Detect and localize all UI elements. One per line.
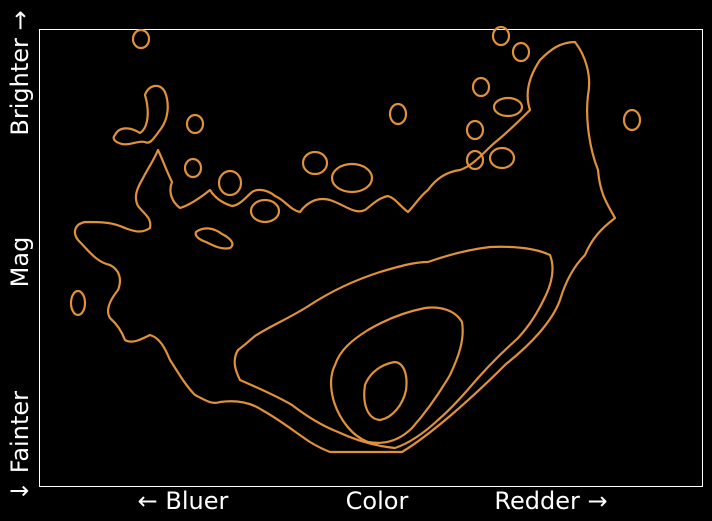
contour-island [511, 41, 531, 63]
plot-frame [39, 29, 703, 487]
contour-island [217, 169, 243, 197]
contour-island [69, 289, 87, 317]
y-top-label: Brighter → [6, 10, 34, 135]
contour-level-1 [73, 40, 617, 454]
contour-island [131, 28, 151, 50]
axis-labels: ← Bluer Color Redder → Brighter → Mag ↓ … [6, 10, 608, 515]
contour-island [622, 108, 642, 132]
contour-island [488, 146, 516, 170]
x-axis-label: Color [346, 487, 409, 515]
x-left-label: ← Bluer [138, 487, 229, 515]
contour-island [330, 162, 374, 194]
contour-island [465, 149, 485, 171]
contour-island [388, 102, 408, 126]
contour-island [249, 198, 281, 224]
contour-island [183, 157, 203, 179]
contour-level-4 [363, 360, 408, 422]
contour-island [301, 150, 329, 176]
contour-island [112, 84, 169, 146]
contour-island [471, 76, 491, 98]
contour-island [185, 113, 205, 135]
contour-island [194, 227, 234, 250]
y-bottom-label: ↓ Fainter [6, 391, 34, 501]
y-axis-label: Mag [6, 237, 34, 288]
contour-island [465, 119, 485, 141]
contour-level-3 [330, 306, 464, 444]
contour-island [492, 96, 524, 118]
x-right-label: Redder → [494, 487, 607, 515]
contour-island [491, 25, 511, 47]
contour-layer [69, 25, 642, 454]
